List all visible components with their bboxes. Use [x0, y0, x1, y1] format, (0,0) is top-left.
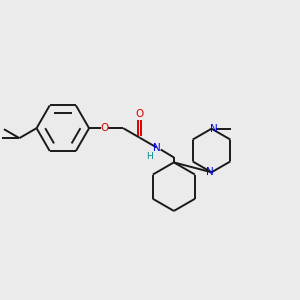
- Text: N: N: [206, 167, 213, 177]
- Text: N: N: [153, 142, 160, 152]
- Text: N: N: [210, 124, 218, 134]
- Text: O: O: [100, 123, 109, 133]
- Text: O: O: [135, 109, 144, 119]
- Text: H: H: [146, 152, 153, 161]
